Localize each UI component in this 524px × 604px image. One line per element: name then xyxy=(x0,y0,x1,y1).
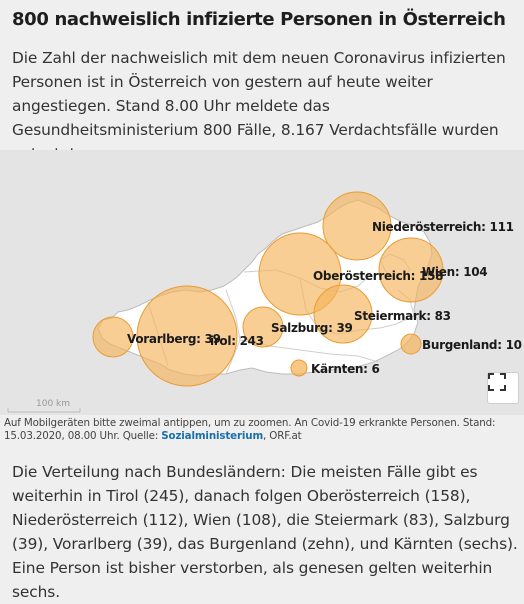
label-tirol: irol: 243 xyxy=(210,334,264,348)
bubble-vorarlberg xyxy=(92,316,134,358)
label-niederoesterreich: Niederösterreich: 111 xyxy=(372,220,514,234)
map-caption: Auf Mobilgeräten bitte zweimal antippen,… xyxy=(4,417,520,443)
article-headline: 800 nachweislich infizierte Personen in … xyxy=(12,9,506,30)
label-salzburg: Salzburg: 39 xyxy=(271,321,353,335)
label-burgenland: Burgenland: 10 xyxy=(422,338,522,352)
label-vorarlberg: Vorarlberg: 39 xyxy=(127,332,221,346)
bubble-salzburg xyxy=(242,306,284,348)
case-bubbles xyxy=(92,191,444,387)
label-steiermark: Steiermark: 83 xyxy=(354,309,451,323)
label-kaernten: Kärnten: 6 xyxy=(311,362,380,376)
bubble-steiermark xyxy=(313,284,373,344)
bubble-wien xyxy=(378,237,444,303)
article-lead: Die Zahl der nachweislich mit dem neuen … xyxy=(12,49,506,163)
map-canvas[interactable]: Niederösterreich: 111 Oberösterreich: 15… xyxy=(0,150,524,415)
scale-label: 100 km xyxy=(36,399,70,409)
bubble-oberoesterreich xyxy=(258,232,342,316)
bubble-burgenland xyxy=(400,333,422,355)
caption-suffix: , ORF.at xyxy=(263,430,302,442)
label-wien: Wien: 104 xyxy=(422,265,487,279)
bubble-tirol xyxy=(136,285,238,387)
fullscreen-button[interactable] xyxy=(487,372,519,404)
caption-text: Auf Mobilgeräten bitte zweimal antippen,… xyxy=(4,417,496,442)
bubble-kaernten xyxy=(290,359,308,377)
map-scale: 100 km xyxy=(7,399,81,413)
expand-icon xyxy=(488,373,506,391)
label-oberoesterreich: Oberösterreich: 158 xyxy=(313,269,443,283)
bubble-niederoesterreich xyxy=(322,191,392,261)
austria-map[interactable]: Niederösterreich: 111 Oberösterreich: 15… xyxy=(0,150,524,415)
article-body: Die Verteilung nach Bundesländern: Die m… xyxy=(12,463,518,601)
source-link[interactable]: Sozialministerium xyxy=(161,430,264,442)
region-labels: Niederösterreich: 111 Oberösterreich: 15… xyxy=(127,220,522,376)
